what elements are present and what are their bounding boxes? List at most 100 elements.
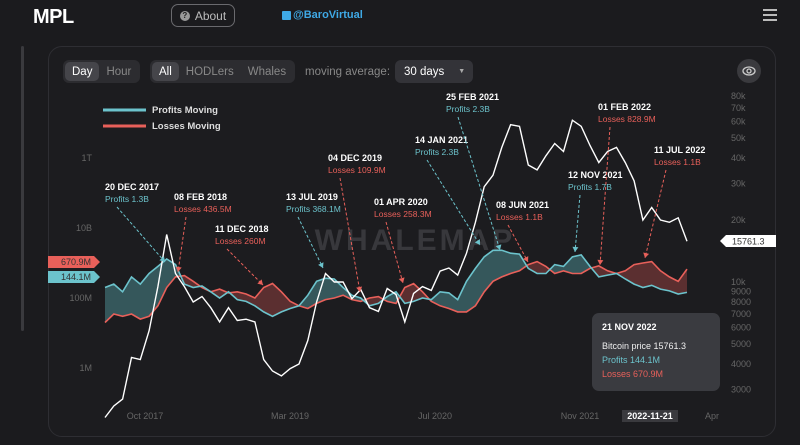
tooltip-losses: Losses 670.9M xyxy=(602,369,664,379)
right-axis-tick: 30k xyxy=(731,179,746,189)
about-button[interactable]: ? About xyxy=(171,4,235,27)
hamburger-menu-icon[interactable] xyxy=(763,9,777,24)
price-line xyxy=(104,119,688,418)
tooltip-price: Bitcoin price 15761.3 xyxy=(602,341,687,351)
annotation-value: Losses 436.5M xyxy=(174,204,232,214)
x-axis-tick: Apr xyxy=(705,411,719,421)
right-axis-tick: 20k xyxy=(731,215,746,225)
cohort-all[interactable]: All xyxy=(152,62,179,81)
annotation-date: 25 FEB 2021 xyxy=(446,92,499,102)
annotation-date: 14 JAN 2021 xyxy=(415,135,468,145)
annotation-value: Profits 1.3B xyxy=(105,194,149,204)
annotation-value: Losses 1.1B xyxy=(654,157,701,167)
question-icon: ? xyxy=(179,10,190,21)
arrowhead-icon xyxy=(159,256,165,262)
price-tag-label: 15761.3 xyxy=(732,237,765,247)
right-axis-tick: 10k xyxy=(731,277,746,287)
right-axis-tick: 4000 xyxy=(731,359,751,369)
annotation-arrow xyxy=(644,169,667,259)
losses-tag-label: 670.9M xyxy=(61,257,91,267)
legend-profits-label: Profits Moving xyxy=(152,105,218,116)
annotation-date: 01 APR 2020 xyxy=(374,197,428,207)
annotation-arrow xyxy=(599,126,611,266)
annotation-value: Profits 1.7B xyxy=(568,182,612,192)
arrowhead-icon xyxy=(175,266,182,272)
right-axis-tick: 5000 xyxy=(731,339,751,349)
arrowhead-icon xyxy=(597,259,604,265)
twitter-icon xyxy=(282,10,291,20)
left-axis-tick: 10B xyxy=(76,223,92,233)
annotation-date: 08 JUN 2021 xyxy=(496,200,549,210)
annotation-date: 13 JUL 2019 xyxy=(286,192,338,202)
right-axis-tick: 80k xyxy=(731,91,746,101)
annotation-arrow xyxy=(426,159,481,246)
x-axis-tick: Mar 2019 xyxy=(271,411,309,421)
cohort-hodlers[interactable]: HODLers xyxy=(185,65,234,78)
right-axis-tick: 8000 xyxy=(731,297,751,307)
moving-average-value: 30 days xyxy=(404,65,445,78)
interval-hour[interactable]: Hour xyxy=(106,65,132,78)
annotation-arrow xyxy=(116,206,166,263)
logo[interactable]: MPL xyxy=(33,6,74,28)
annotation-value: Losses 828.9M xyxy=(598,114,656,124)
price-value-tag xyxy=(720,235,776,247)
right-axis-tick: 40k xyxy=(731,153,746,163)
annotation-arrow xyxy=(574,194,581,253)
arrowhead-icon xyxy=(257,279,263,285)
annotation-date: 20 DEC 2017 xyxy=(105,182,159,192)
x-axis-tick: Oct 2017 xyxy=(127,411,164,421)
interval-toggle: Day Hour xyxy=(63,60,141,83)
tooltip-date: 21 NOV 2022 xyxy=(602,322,657,332)
annotation-date: 11 DEC 2018 xyxy=(215,224,269,234)
x-cursor-label: 2022-11-21 xyxy=(627,411,673,421)
arrowhead-icon xyxy=(356,286,363,292)
tooltip: 21 NOV 2022 Bitcoin price 15761.3 Profit… xyxy=(592,313,720,391)
arrowhead-icon xyxy=(643,252,650,258)
moving-average-label: moving average: xyxy=(305,66,391,78)
annotation-date: 01 FEB 2022 xyxy=(598,102,651,112)
profits-value-tag xyxy=(48,271,100,283)
losses-line xyxy=(104,260,688,324)
chevron-down-icon: ▼ xyxy=(458,68,466,75)
annotation-date: 08 FEB 2018 xyxy=(174,192,227,202)
watermark: WHALEMAP xyxy=(315,224,516,257)
right-axis-tick: 6000 xyxy=(731,323,751,333)
annotation-value: Losses 258.3M xyxy=(374,209,432,219)
arrowhead-icon xyxy=(398,277,405,283)
annotation-value: Profits 2.3B xyxy=(446,104,490,114)
annotation-value: Profits 2.3B xyxy=(415,147,459,157)
arrowhead-icon xyxy=(474,239,480,245)
annotation-arrow xyxy=(297,216,324,269)
annotation-arrow xyxy=(226,248,264,286)
annotation-arrow xyxy=(507,224,529,263)
arrowhead-icon xyxy=(572,246,579,252)
annotation-value: Losses 260M xyxy=(215,236,266,246)
annotation-arrow xyxy=(457,116,501,251)
left-axis-tick: 1T xyxy=(81,153,92,163)
annotation-arrow xyxy=(385,221,404,284)
annotation-date: 11 JUL 2022 xyxy=(654,145,705,155)
cohort-toggle: All HODLers Whales xyxy=(150,60,296,83)
right-axis-tick: 50k xyxy=(731,133,746,143)
right-axis-tick: 3000 xyxy=(731,385,751,395)
right-axis-tick: 9000 xyxy=(731,286,751,296)
profits-line xyxy=(104,249,688,318)
losses-value-tag xyxy=(48,256,100,268)
right-axis-tick: 70k xyxy=(731,103,746,113)
eye-icon[interactable] xyxy=(737,59,761,83)
arrowhead-icon xyxy=(522,256,529,262)
losses-excess-area xyxy=(105,250,687,317)
annotation-arrow xyxy=(177,216,187,273)
right-axis-tick: 7000 xyxy=(731,309,751,319)
twitter-link[interactable]: @BaroVirtual xyxy=(182,9,363,21)
cohort-whales[interactable]: Whales xyxy=(247,65,287,78)
x-cursor-bg xyxy=(622,410,678,422)
annotation-date: 04 DEC 2019 xyxy=(328,153,382,163)
interval-day[interactable]: Day xyxy=(65,62,100,81)
legend-losses-label: Losses Moving xyxy=(152,121,221,132)
scrollbar[interactable] xyxy=(21,46,24,331)
annotation-arrow xyxy=(339,177,361,293)
moving-average-select[interactable]: 30 days ▼ xyxy=(395,60,473,83)
annotation-value: Losses 109.9M xyxy=(328,165,386,175)
